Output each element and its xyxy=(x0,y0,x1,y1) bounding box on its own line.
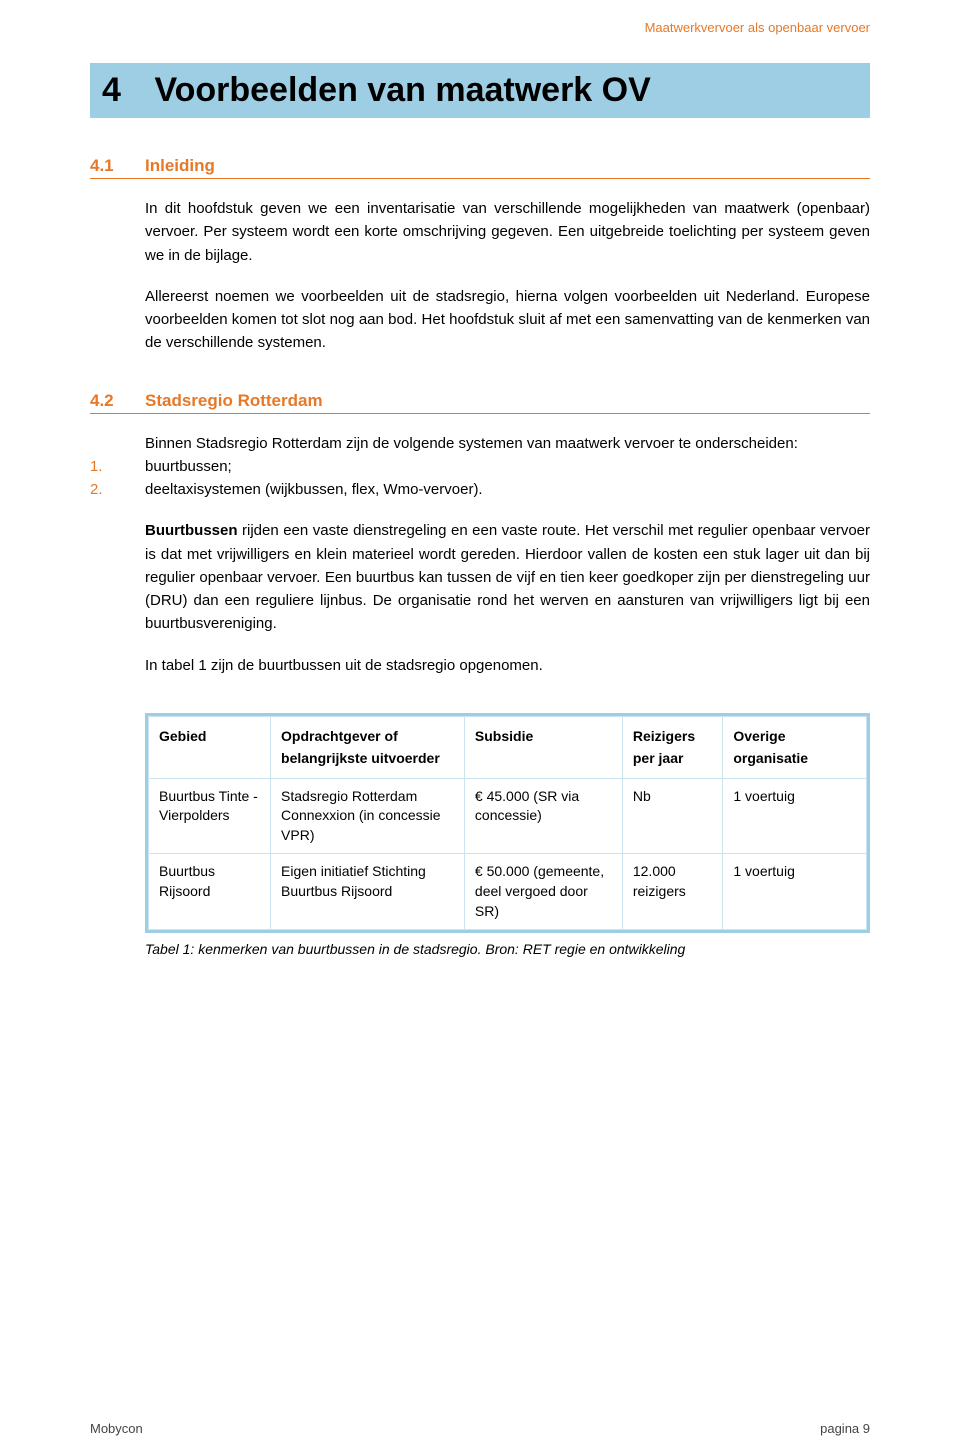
buurtbus-table: Gebied Opdrachtgever of belangrijkste ui… xyxy=(145,713,870,933)
table-cell: 12.000 reizigers xyxy=(622,854,723,930)
table-header: Opdrachtgever of belangrijkste uitvoerde… xyxy=(271,716,465,778)
chapter-number: 4 xyxy=(102,71,150,110)
paragraph: In tabel 1 zijn de buurtbussen uit de st… xyxy=(145,654,870,677)
list-number: 1. xyxy=(90,455,145,478)
table-cell: Nb xyxy=(622,778,723,854)
list-item: 2. deeltaxisystemen (wijkbussen, flex, W… xyxy=(90,478,870,501)
table-header: Overige organisatie xyxy=(723,716,867,778)
footer-right: pagina 9 xyxy=(820,1421,870,1436)
table-cell: € 45.000 (SR via concessie) xyxy=(464,778,622,854)
table-row: Buurtbus Rijsoord Eigen initiatief Stich… xyxy=(149,854,867,930)
section-number: 4.1 xyxy=(90,156,145,176)
list-number: 2. xyxy=(90,478,145,501)
table-header: Reizigers per jaar xyxy=(622,716,723,778)
table-caption: Tabel 1: kenmerken van buurtbussen in de… xyxy=(145,941,870,957)
paragraph: Allereerst noemen we voorbeelden uit de … xyxy=(145,285,870,355)
section-4-2-body: Buurtbussen rijden een vaste dienstregel… xyxy=(90,519,870,677)
table-cell: € 50.000 (gemeente, deel vergoed door SR… xyxy=(464,854,622,930)
chapter-banner: 4 Voorbeelden van maatwerk OV xyxy=(90,63,870,118)
section-heading-4-2: 4.2 Stadsregio Rotterdam xyxy=(90,391,870,414)
section-title: Stadsregio Rotterdam xyxy=(145,391,323,411)
paragraph-text: rijden een vaste dienstregeling en een v… xyxy=(145,522,870,632)
table-header-row: Gebied Opdrachtgever of belangrijkste ui… xyxy=(149,716,867,778)
paragraph: Buurtbussen rijden een vaste dienstregel… xyxy=(145,519,870,635)
list-text: buurtbussen; xyxy=(145,455,870,478)
paragraph: Binnen Stadsregio Rotterdam zijn de volg… xyxy=(145,432,870,455)
table-cell: Buurtbus Rijsoord xyxy=(149,854,271,930)
section-heading-4-1: 4.1 Inleiding xyxy=(90,156,870,179)
table-header: Gebied xyxy=(149,716,271,778)
list-text: deeltaxisystemen (wijkbussen, flex, Wmo-… xyxy=(145,478,870,501)
list-item: 1. buurtbussen; xyxy=(90,455,870,478)
table-row: Buurtbus Tinte - Vierpolders Stadsregio … xyxy=(149,778,867,854)
section-number: 4.2 xyxy=(90,391,145,411)
section-4-2-intro: Binnen Stadsregio Rotterdam zijn de volg… xyxy=(90,432,870,455)
table-cell: Stadsregio Rotterdam Connexxion (in conc… xyxy=(271,778,465,854)
table-cell: Buurtbus Tinte - Vierpolders xyxy=(149,778,271,854)
footer-left: Mobycon xyxy=(90,1421,143,1436)
page: Maatwerkvervoer als openbaar vervoer 4 V… xyxy=(0,0,960,1456)
page-footer: Mobycon pagina 9 xyxy=(90,1421,870,1436)
running-header: Maatwerkvervoer als openbaar vervoer xyxy=(90,20,870,35)
paragraph: In dit hoofdstuk geven we een inventaris… xyxy=(145,197,870,267)
chapter-title: Voorbeelden van maatwerk OV xyxy=(154,71,650,109)
section-title: Inleiding xyxy=(145,156,215,176)
table-header: Subsidie xyxy=(464,716,622,778)
table-cell: 1 voertuig xyxy=(723,854,867,930)
table-cell: Eigen initiatief Stichting Buurtbus Rijs… xyxy=(271,854,465,930)
numbered-list: 1. buurtbussen; 2. deeltaxisystemen (wij… xyxy=(90,455,870,502)
section-4-1-body: In dit hoofdstuk geven we een inventaris… xyxy=(90,197,870,355)
table-cell: 1 voertuig xyxy=(723,778,867,854)
